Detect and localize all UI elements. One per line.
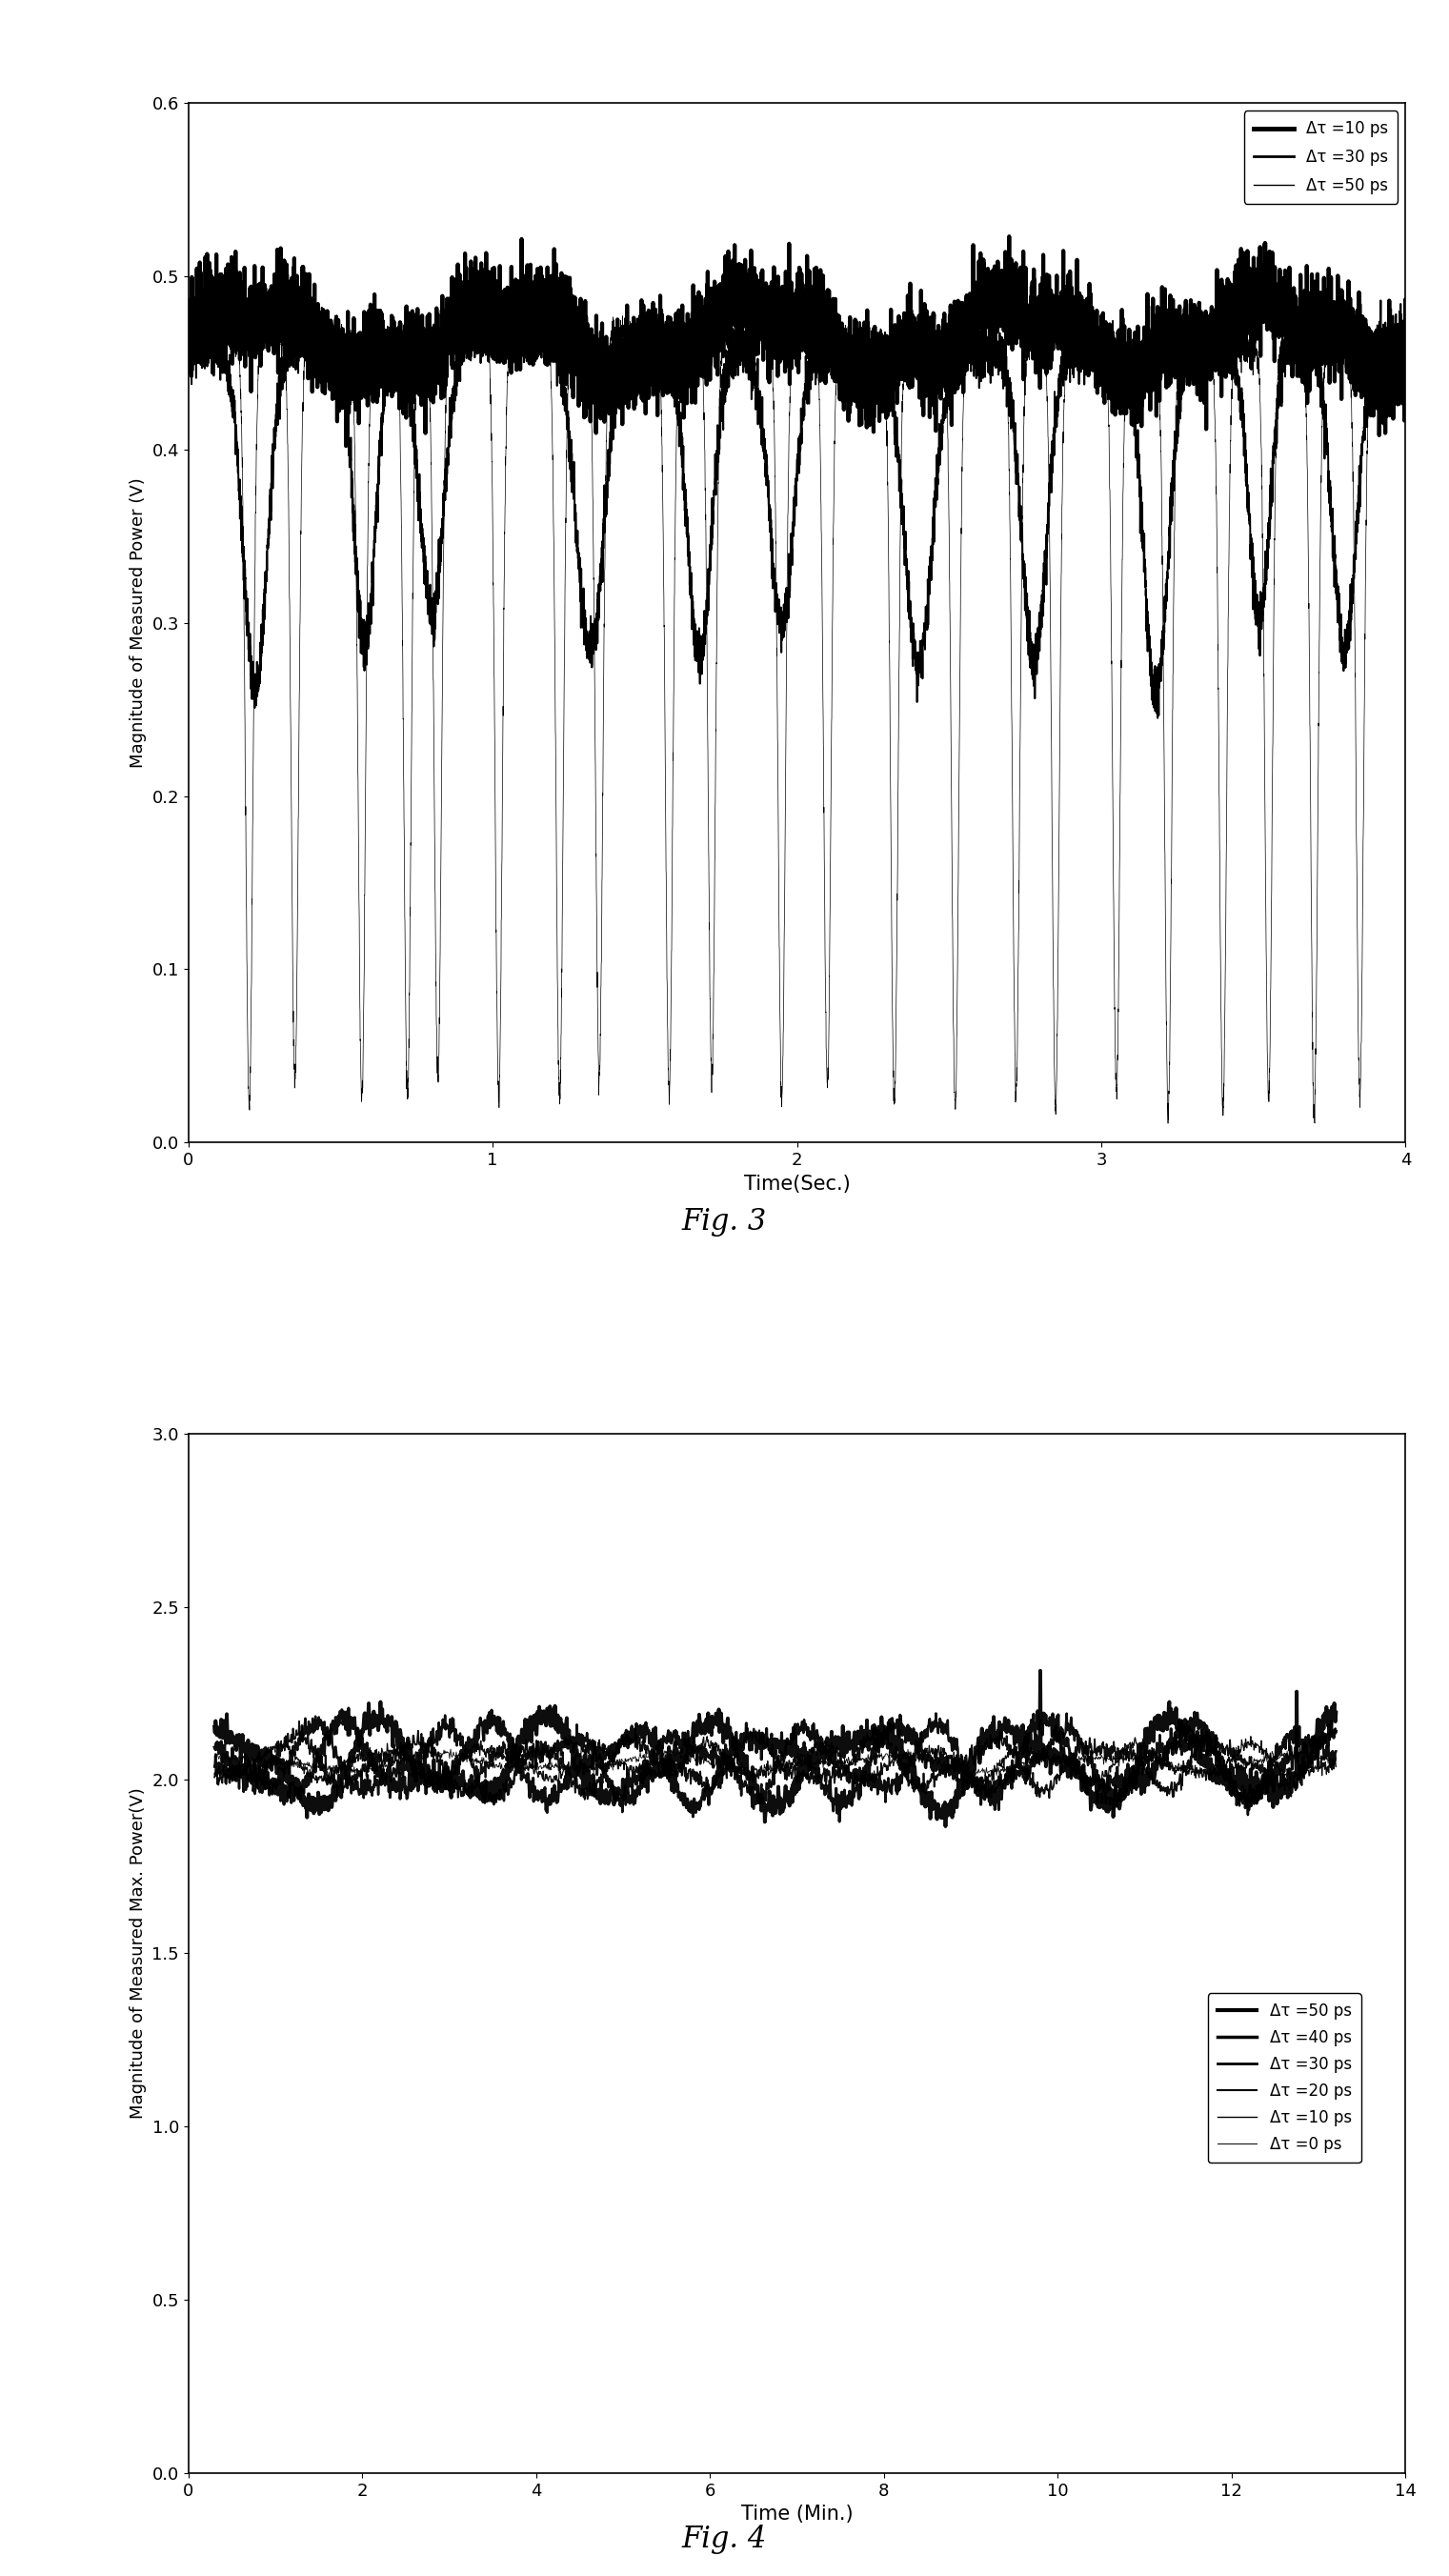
Legend: Δτ =50 ps, Δτ =40 ps, Δτ =30 ps, Δτ =20 ps, Δτ =10 ps, Δτ =0 ps: Δτ =50 ps, Δτ =40 ps, Δτ =30 ps, Δτ =20 … (1207, 1994, 1361, 2164)
X-axis label: Time (Min.): Time (Min.) (740, 2504, 853, 2524)
Legend: Δτ =10 ps, Δτ =30 ps, Δτ =50 ps: Δτ =10 ps, Δτ =30 ps, Δτ =50 ps (1245, 111, 1398, 204)
Y-axis label: Magnitude of Measured Max. Power(V): Magnitude of Measured Max. Power(V) (129, 1788, 146, 2120)
Text: Fig. 4: Fig. 4 (682, 2524, 767, 2553)
X-axis label: Time(Sec.): Time(Sec.) (743, 1175, 851, 1193)
Text: Fig. 3: Fig. 3 (682, 1208, 767, 1236)
Y-axis label: Magnitude of Measured Power (V): Magnitude of Measured Power (V) (129, 477, 146, 768)
